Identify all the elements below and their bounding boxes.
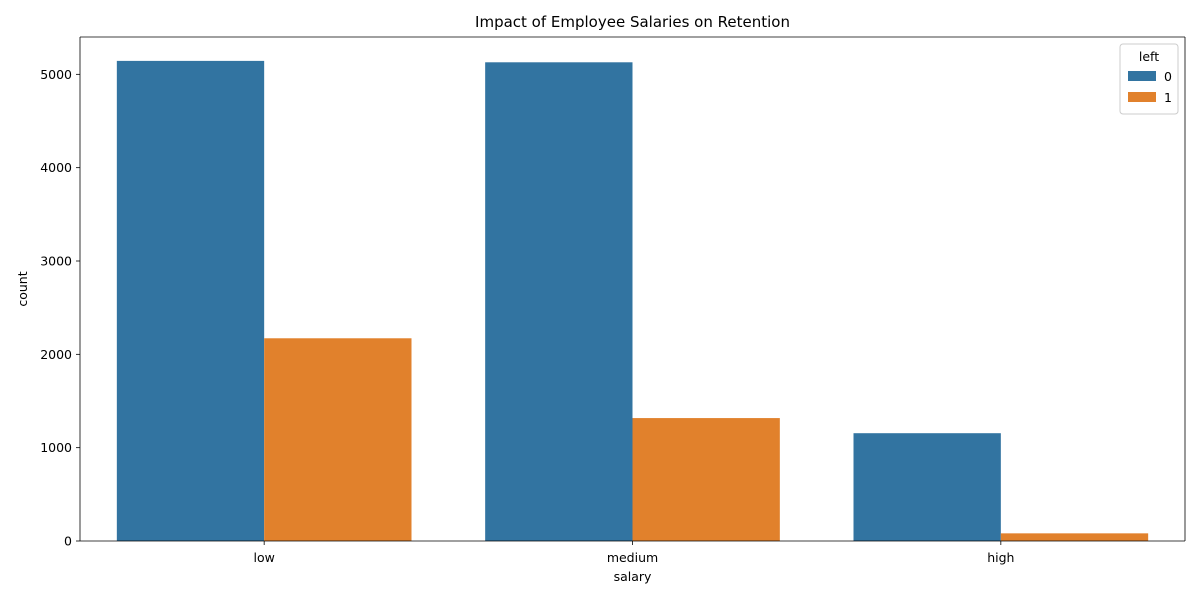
y-axis-title: count <box>15 271 30 306</box>
bar-low-left-0 <box>116 60 265 541</box>
legend: left 01 <box>1119 43 1179 115</box>
y-tick-label: 4000 <box>40 160 72 175</box>
legend-items: 01 <box>1128 69 1172 105</box>
x-ticks: low medium high <box>253 541 1014 565</box>
y-tick-label: 2000 <box>40 347 72 362</box>
legend-title: left <box>1139 49 1159 64</box>
x-axis-title: salary <box>614 569 652 584</box>
bar-medium-left-1 <box>632 418 780 541</box>
y-tick-label: 0 <box>64 534 72 549</box>
y-tick-label: 5000 <box>40 67 72 82</box>
bar-high-left-1 <box>1000 533 1149 541</box>
bar-medium-left-0 <box>485 62 633 541</box>
bar-low-left-1 <box>264 338 412 541</box>
y-tick-label: 1000 <box>40 440 72 455</box>
legend-label-1: 1 <box>1164 90 1172 105</box>
y-ticks: 0 1000 2000 3000 4000 5000 <box>40 67 80 549</box>
y-tick-label: 3000 <box>40 254 72 269</box>
legend-label-0: 0 <box>1164 69 1172 84</box>
bar-high-left-0 <box>853 433 1001 541</box>
x-tick-label-low: low <box>253 550 274 565</box>
x-tick-label-high: high <box>987 550 1014 565</box>
legend-swatch-1 <box>1128 92 1156 102</box>
bars-layer <box>116 60 1149 541</box>
legend-swatch-0 <box>1128 71 1156 81</box>
chart-title: Impact of Employee Salaries on Retention <box>475 13 790 31</box>
x-tick-label-medium: medium <box>607 550 658 565</box>
